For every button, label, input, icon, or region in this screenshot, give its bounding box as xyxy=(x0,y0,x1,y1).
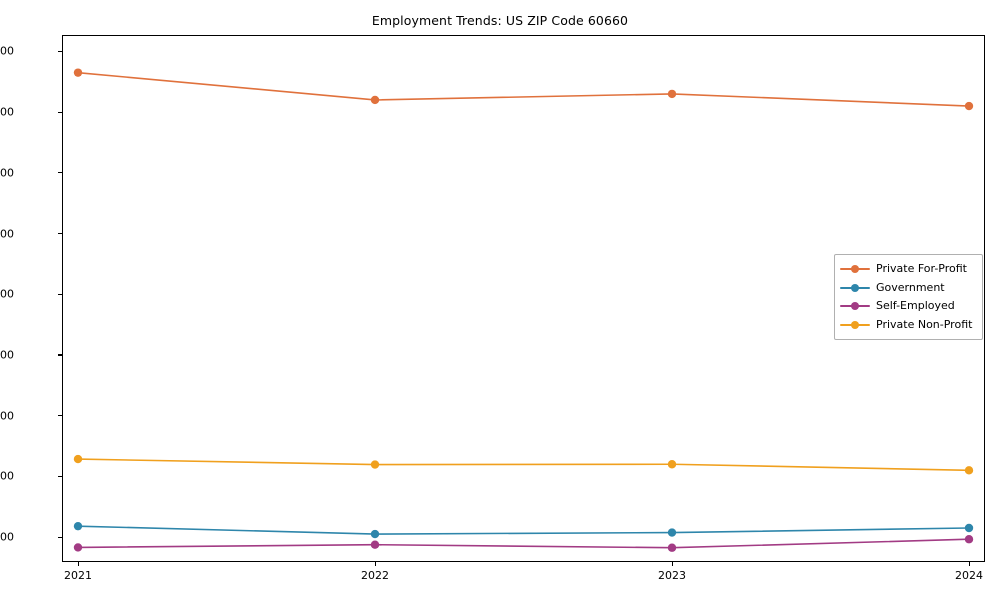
x-tick-label: 2024 xyxy=(955,569,983,582)
x-tick-mark xyxy=(77,562,79,566)
legend-label: Private Non-Profit xyxy=(876,317,973,331)
y-tick-label: 12,000 xyxy=(0,227,14,241)
chart-title: Employment Trends: US ZIP Code 60660 xyxy=(371,13,629,28)
y-tick-label: 10,000 xyxy=(0,287,14,301)
y-tick-mark xyxy=(58,172,62,174)
legend-swatch-icon xyxy=(840,263,870,275)
x-tick-label: 2021 xyxy=(64,569,92,582)
legend-label: Private For-Profit xyxy=(876,262,967,276)
y-tick-mark xyxy=(58,536,62,538)
x-tick-mark xyxy=(968,562,970,566)
y-tick-label: 18,000 xyxy=(0,44,14,58)
x-tick-mark xyxy=(671,562,673,566)
y-tick-label: 4,000 xyxy=(0,469,14,483)
legend-swatch-icon xyxy=(840,282,870,294)
legend-label: Self-Employed xyxy=(876,299,955,313)
y-tick-mark xyxy=(58,111,62,113)
y-tick-mark xyxy=(58,293,62,295)
chart-legend: Private For-Profit Government Self-Employe… xyxy=(834,254,983,340)
legend-item[interactable]: Self-Employed xyxy=(840,297,976,316)
y-tick-mark xyxy=(58,233,62,235)
y-tick-mark xyxy=(58,50,62,52)
legend-swatch-icon xyxy=(840,300,870,312)
y-tick-mark xyxy=(58,475,62,477)
y-tick-label: 16,000 xyxy=(0,105,14,119)
y-tick-label: 8,000 xyxy=(0,348,14,362)
x-tick-label: 2022 xyxy=(361,569,389,582)
plot-area xyxy=(62,35,985,562)
legend-label: Government xyxy=(876,280,945,294)
x-tick-mark xyxy=(374,562,376,566)
y-tick-label: 6,000 xyxy=(0,409,14,423)
legend-item[interactable]: Private Non-Profit xyxy=(840,316,976,335)
legend-item[interactable]: Private For-Profit xyxy=(840,260,976,279)
y-tick-label: 2,000 xyxy=(0,530,14,544)
x-tick-label: 2023 xyxy=(658,569,686,582)
y-axis: 2,000 4,000 6,000 8,000 10,000 12,000 14,000 16… xyxy=(0,0,62,600)
y-tick-mark xyxy=(58,354,62,356)
legend-swatch-icon xyxy=(840,319,870,331)
y-tick-label: 14,000 xyxy=(0,166,14,180)
legend-item[interactable]: Government xyxy=(840,279,976,298)
y-tick-mark xyxy=(58,415,62,417)
